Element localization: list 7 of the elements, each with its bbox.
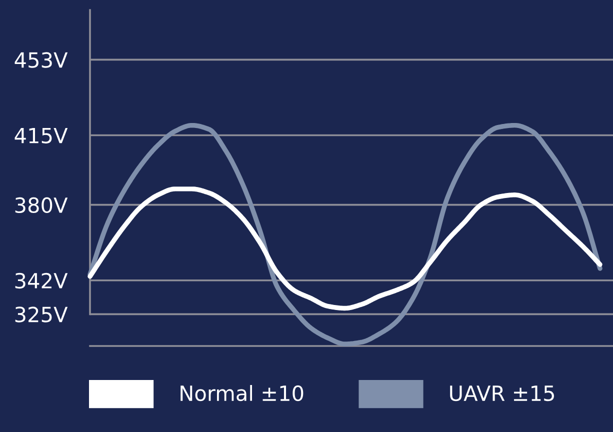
y-tick-label: 453V bbox=[14, 52, 68, 68]
y-tick-label: 342V bbox=[15, 272, 68, 289]
y-tick-label: 415V bbox=[14, 128, 68, 144]
y-tick-label: 325V bbox=[15, 306, 68, 322]
y-tick-label: 380V bbox=[15, 197, 68, 214]
legend-label: Normal ±10 bbox=[180, 385, 304, 402]
legend-label: UAVR ±15 bbox=[450, 386, 554, 402]
